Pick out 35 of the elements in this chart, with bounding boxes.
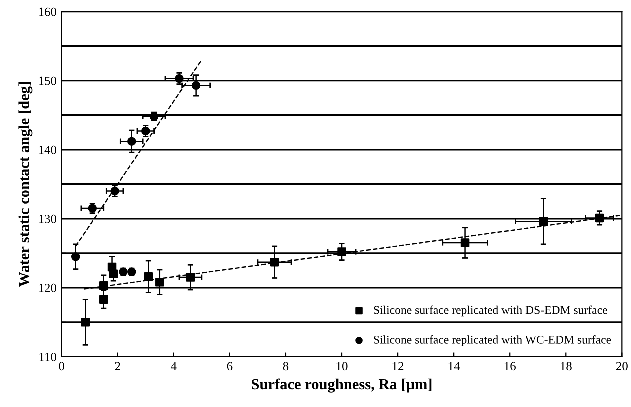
- point: [71, 252, 80, 262]
- y-tick-label: 140: [39, 146, 56, 154]
- y-tick-label: 150: [39, 76, 56, 86]
- y-tick-label: 130: [39, 214, 56, 224]
- x-tick-label: 20: [616, 362, 628, 371]
- point: [270, 258, 280, 267]
- point: [338, 248, 346, 256]
- point: [81, 318, 90, 327]
- x-tick-label: 12: [392, 362, 404, 370]
- y-tick-label: 110: [40, 352, 56, 362]
- x-tick-label: 2: [115, 362, 120, 370]
- point: [128, 137, 136, 146]
- point: [156, 278, 164, 287]
- x-axis-title: Surface roughness, Ra [μm]: [252, 378, 432, 393]
- point: [99, 295, 108, 304]
- legend-label: Silicone surface replicated with DS-EDM surface: [374, 306, 608, 317]
- y-tick-label: 120: [39, 284, 56, 292]
- x-tick-label: 8: [283, 362, 289, 371]
- y-tick-label: 160: [39, 8, 56, 16]
- y-axis-title: Water static contact angle [deg]: [18, 82, 33, 288]
- x-tick-label: 16: [504, 362, 516, 371]
- point: [144, 272, 154, 282]
- point: [192, 81, 201, 90]
- point: [595, 214, 604, 223]
- x-tick-label: 18: [560, 362, 572, 371]
- legend-label: Silicone surface replicated with WC-EDM surface: [374, 335, 612, 346]
- x-tick-label: 6: [227, 362, 233, 371]
- x-tick-label: 14: [448, 362, 460, 370]
- point: [109, 270, 118, 278]
- x-tick-label: 4: [171, 362, 177, 370]
- point: [186, 273, 196, 282]
- point: [460, 238, 470, 248]
- x-tick-label: 10: [336, 362, 348, 371]
- x-tick-label: 0: [59, 362, 64, 371]
- point: [539, 217, 548, 226]
